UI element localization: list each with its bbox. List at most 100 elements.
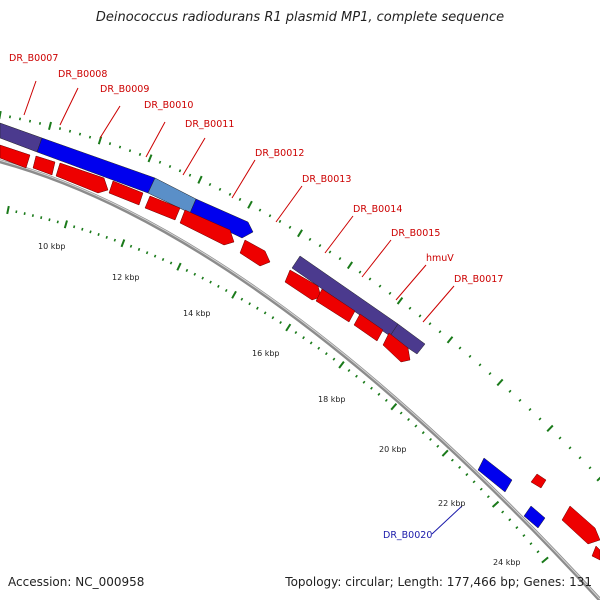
gene-rev-11[interactable] bbox=[382, 332, 411, 363]
gene-rev-10[interactable] bbox=[353, 313, 384, 342]
inner-ring-tick bbox=[97, 233, 100, 237]
inner-ring-tick bbox=[529, 542, 533, 546]
inner-ring-tick bbox=[384, 398, 388, 402]
inner-ring-tick bbox=[362, 380, 366, 384]
inner-ring-tick bbox=[89, 230, 92, 234]
outer-ring-tick bbox=[147, 154, 153, 163]
outer-ring-tick bbox=[428, 322, 432, 326]
outer-ring-tick bbox=[518, 398, 522, 402]
scale-label-24kbp: 24 kbp bbox=[493, 558, 521, 567]
inner-ring-tick bbox=[302, 336, 305, 340]
inner-ring-tick bbox=[63, 220, 68, 229]
inner-ring-tick bbox=[279, 321, 282, 325]
summary-text: Topology: circular; Length: 177,466 bp; … bbox=[285, 575, 592, 589]
outer-ring-tick bbox=[208, 182, 212, 187]
gene-rev-2[interactable] bbox=[32, 155, 56, 176]
outer-ring-tick bbox=[188, 173, 192, 177]
inner-ring-tick bbox=[508, 518, 512, 522]
inner-ring-tick bbox=[441, 449, 449, 457]
outer-ring-tick bbox=[68, 129, 72, 133]
gene-dr-b0020-b[interactable] bbox=[523, 505, 546, 529]
outer-ring-tick bbox=[158, 160, 162, 164]
outer-ring-tick bbox=[578, 456, 582, 460]
gene-rev-12[interactable] bbox=[530, 473, 547, 489]
gene-label-dr-b0020[interactable]: DR_B0020 bbox=[383, 530, 432, 541]
inner-ring-tick bbox=[193, 272, 197, 276]
inner-ring-tick bbox=[113, 238, 117, 242]
outer-ring-tick bbox=[0, 110, 2, 120]
outer-ring-tick bbox=[538, 417, 542, 421]
inner-ring-tick bbox=[491, 500, 500, 508]
gene-rev-13[interactable] bbox=[561, 505, 600, 545]
inner-ring-tick bbox=[48, 218, 51, 222]
inner-ring-tick bbox=[248, 302, 251, 306]
gene-label-dr-b0010[interactable]: DR_B0010 bbox=[144, 100, 193, 111]
gene-label-dr-b0013[interactable]: DR_B0013 bbox=[302, 174, 351, 185]
inner-ring-tick bbox=[390, 403, 398, 411]
leader-dr-b0007 bbox=[23, 80, 37, 116]
gene-hmuv[interactable] bbox=[389, 323, 426, 355]
scale-label-22kbp: 22 kbp bbox=[438, 499, 466, 508]
gene-label-dr-b0007[interactable]: DR_B0007 bbox=[9, 53, 58, 64]
inner-ring-tick bbox=[169, 261, 173, 265]
outer-ring-tick bbox=[178, 169, 182, 173]
label-leader-lines bbox=[23, 80, 463, 535]
outer-ring-tick bbox=[378, 284, 382, 288]
gene-label-dr-b0014[interactable]: DR_B0014 bbox=[353, 204, 402, 215]
outer-ring-tick bbox=[596, 476, 600, 482]
leader-hmuv bbox=[395, 264, 427, 301]
inner-ring-tick bbox=[285, 323, 292, 332]
gene-rev-7[interactable] bbox=[239, 239, 271, 267]
inner-ring-tick bbox=[256, 306, 259, 310]
inner-ring-tick bbox=[224, 288, 228, 293]
inner-ring-tick bbox=[465, 473, 469, 477]
gene-dr-b0020-a[interactable] bbox=[477, 457, 513, 493]
gene-rev-3[interactable] bbox=[55, 162, 109, 194]
forward-strand-genes bbox=[0, 122, 546, 529]
outer-ring-tick bbox=[358, 270, 362, 274]
gene-label-dr-b0015[interactable]: DR_B0015 bbox=[391, 228, 440, 239]
inner-ring-tick bbox=[137, 247, 141, 251]
scale-label-20kbp: 20 kbp bbox=[379, 445, 407, 454]
gene-label-dr-b0009[interactable]: DR_B0009 bbox=[100, 84, 149, 95]
inner-ring-tick bbox=[294, 331, 298, 335]
inner-ring-tick bbox=[6, 205, 10, 215]
leader-dr-b0008 bbox=[59, 87, 79, 126]
outer-ring-tick bbox=[218, 187, 222, 191]
inner-ring-tick bbox=[450, 458, 454, 462]
inner-ring-tick bbox=[414, 424, 418, 428]
inner-ring-tick bbox=[23, 212, 26, 216]
gene-label-dr-b0012[interactable]: DR_B0012 bbox=[255, 148, 304, 159]
gene-rev-9[interactable] bbox=[315, 288, 356, 323]
gene-rev-6[interactable] bbox=[179, 209, 235, 246]
inner-ring-tick bbox=[429, 437, 432, 441]
inner-ring-tick bbox=[399, 411, 403, 415]
leader-dr-b0009 bbox=[99, 105, 121, 139]
scale-label-12kbp: 12 kbp bbox=[112, 273, 140, 282]
reverse-strand-genes bbox=[0, 144, 600, 561]
gene-rev-14[interactable] bbox=[591, 545, 600, 561]
inner-ring-tick bbox=[479, 487, 483, 491]
tick-rings bbox=[0, 110, 600, 564]
outer-ring-tick bbox=[28, 119, 32, 123]
outer-ring-tick bbox=[338, 257, 342, 261]
gene-label-dr-b0008[interactable]: DR_B0008 bbox=[58, 69, 107, 80]
inner-ring-tick bbox=[458, 465, 462, 469]
outer-ring-tick bbox=[38, 122, 42, 125]
gene-rev-5[interactable] bbox=[144, 195, 181, 221]
outer-ring-tick bbox=[238, 197, 242, 201]
gene-rev-8[interactable] bbox=[284, 269, 322, 301]
outer-ring-tick bbox=[558, 436, 562, 440]
gene-rev-4[interactable] bbox=[108, 180, 144, 206]
gene-label-dr-b0011[interactable]: DR_B0011 bbox=[185, 119, 234, 130]
gene-label-dr-b0017[interactable]: DR_B0017 bbox=[454, 274, 503, 285]
gene-label-hmuv[interactable]: hmuV bbox=[426, 253, 454, 264]
gene-dr-b0012[interactable] bbox=[189, 198, 254, 239]
inner-ring-tick bbox=[436, 444, 440, 448]
leader-dr-b0020 bbox=[431, 505, 463, 535]
scale-label-18kbp: 18 kbp bbox=[318, 395, 346, 404]
inner-ring-tick bbox=[347, 369, 351, 372]
outer-ring-tick bbox=[496, 378, 504, 387]
gene-rev-1[interactable] bbox=[0, 144, 31, 169]
outer-ring-tick bbox=[408, 306, 412, 310]
